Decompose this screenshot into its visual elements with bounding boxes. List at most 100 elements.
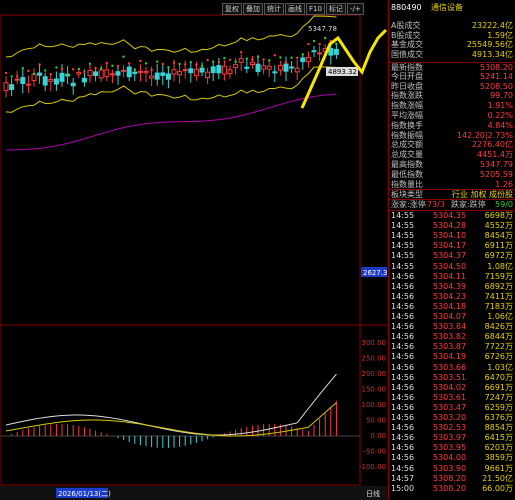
summary-row: 指数量比 1.26: [389, 180, 515, 190]
quote-panel: 880490 通信设备 A股成交 23222.4亿 B股成交 1.59亿 基金成交 255…: [388, 0, 515, 500]
summary-label: 指数量比: [391, 179, 423, 189]
candle-body: [143, 70, 149, 74]
summary-value: 99.70: [490, 91, 513, 101]
signal-dot: [4, 71, 8, 75]
tick-time: 14:56: [391, 372, 415, 382]
summary-row: B股成交 1.59亿: [389, 31, 515, 41]
board-label: 板块类型: [391, 190, 423, 199]
macd-axis-label: 0.00: [370, 432, 386, 440]
tick-volume: 6415万: [484, 433, 513, 443]
tick-row: 14:56 5304.39 6892万: [389, 282, 515, 292]
signal-dot: [296, 56, 299, 59]
candle-body: [210, 66, 216, 74]
tick-row: 14:57 5308.20 21.50亿: [389, 474, 515, 484]
high-mark: 5347.78: [308, 25, 337, 33]
signal-dot: [206, 58, 209, 62]
summary-label: 总成交量: [391, 150, 423, 160]
summary-value: 5205.59: [479, 169, 513, 179]
summary-row: 最高指数 5347.79: [389, 160, 515, 170]
summary-row: 指数涨跌 99.70: [389, 91, 515, 101]
toolbar-button[interactable]: 画线: [285, 3, 305, 15]
summary-label: A股成交: [391, 21, 421, 30]
tick-price: 5303.61: [433, 392, 467, 402]
candle-body: [283, 63, 289, 72]
tick-time: 14:56: [391, 312, 415, 321]
candle-body: [70, 82, 76, 87]
toolbar: 复权 叠加 统计 画线 F10 标记 -/+: [222, 3, 364, 15]
tick-price: 5304.00: [433, 453, 467, 463]
period-label[interactable]: 日线: [366, 489, 380, 498]
tick-time: 14:56: [391, 423, 415, 433]
tick-row: 14:56 5303.47 6259万: [389, 403, 515, 413]
macd-axis-label: -50.00: [363, 448, 386, 456]
candle-body: [311, 50, 317, 53]
candle-body: [182, 69, 188, 72]
summary-label: 基金成交: [391, 40, 423, 49]
toolbar-button[interactable]: 复权: [222, 3, 242, 15]
tick-time: 14:55: [391, 251, 415, 261]
tick-time: 14:56: [391, 352, 415, 362]
tick-volume: 6726万: [484, 352, 513, 362]
candle-body: [93, 71, 99, 76]
summary-value: 1.26: [495, 179, 513, 189]
tick-time: 14:56: [391, 392, 415, 402]
signal-dot: [72, 68, 75, 71]
tick-price: 5303.97: [433, 433, 467, 443]
summary-row: 平均涨幅 0.22%: [389, 111, 515, 121]
tick-row: 14:55 5304.17 6911万: [389, 241, 515, 251]
tick-volume: 1.08亿: [487, 261, 513, 271]
signal-dot: [10, 75, 13, 78]
toolbar-button[interactable]: 统计: [264, 3, 284, 15]
tick-price: 5303.95: [433, 443, 467, 453]
tick-volume: 1.03亿: [487, 362, 513, 372]
tick-row: 14:55 5304.10 8454万: [389, 231, 515, 241]
low-mark: 4893.32: [328, 68, 357, 76]
candle-body: [216, 65, 222, 74]
tick-price: 5303.20: [433, 413, 467, 422]
summary-label: 指数涨跌: [391, 91, 423, 101]
candle-body: [31, 73, 37, 82]
candle-body: [115, 71, 121, 76]
board-value: 行业 加权 成份股: [451, 190, 513, 199]
candle-body: [59, 72, 65, 82]
signal-dot: [161, 62, 164, 66]
hand-drawn-line: [300, 28, 388, 109]
tick-volume: 66.00万: [482, 483, 513, 493]
signal-dot: [105, 61, 109, 65]
candle-body: [249, 61, 255, 66]
price-drawing: [0, 15, 360, 448]
tick-price: 5304.18: [433, 301, 467, 311]
signal-dot: [167, 66, 170, 69]
candle-body: [261, 65, 267, 70]
lower-band: [5, 66, 337, 113]
candle-body: [317, 52, 323, 55]
up-count: 73/3: [427, 200, 445, 209]
tick-volume: 6698万: [484, 211, 513, 220]
macd-axis-label: 50.00: [366, 417, 386, 425]
summary-label: 国债成交: [391, 49, 423, 59]
tick-price: 5303.66: [433, 362, 467, 372]
tick-volume: 8854万: [484, 423, 513, 433]
signal-dot: [150, 68, 153, 72]
tick-price: 5304.19: [433, 352, 467, 362]
toolbar-button[interactable]: 标记: [325, 3, 346, 15]
toolbar-button[interactable]: F10: [306, 3, 325, 15]
candle-body: [20, 77, 26, 84]
candle-body: [238, 58, 244, 63]
tick-time: 14:56: [391, 413, 415, 422]
tick-volume: 8454万: [484, 231, 513, 241]
signal-dot: [200, 64, 204, 67]
tick-price: 5304.39: [433, 281, 467, 291]
signal-dot: [195, 63, 198, 66]
summary-row: 昨日收盘 5208.50: [389, 82, 515, 92]
summary-row: 基金成交 25549.56亿: [389, 40, 515, 50]
tick-volume: 6259万: [484, 402, 513, 412]
summary-label: B股成交: [391, 30, 421, 40]
toolbar-button[interactable]: -/+: [346, 3, 364, 15]
tick-row: 14:56 5304.11 7159万: [389, 272, 515, 282]
summary-row: 指数振幅 142.20|2.73%: [389, 131, 515, 141]
signal-dot: [290, 56, 293, 59]
toolbar-button[interactable]: 叠加: [243, 3, 263, 15]
tick-row: 14:55 5304.37 6972万: [389, 251, 515, 261]
